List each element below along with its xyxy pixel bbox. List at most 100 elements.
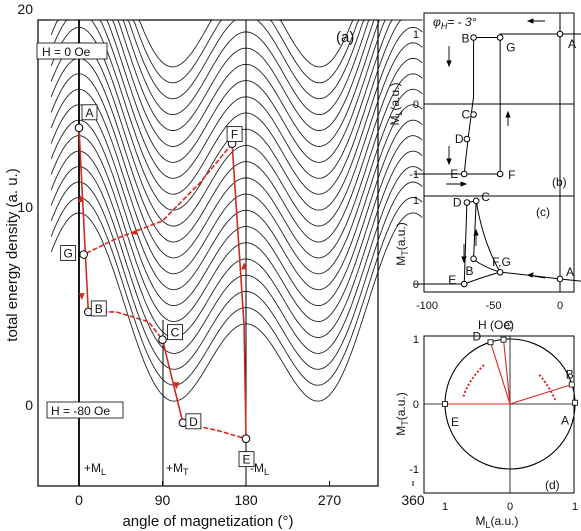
y-tick-labels-b: 1 0 -1 [409, 29, 419, 181]
d-point [568, 381, 575, 388]
y-tick: 10 [17, 199, 33, 215]
panel-c-tag: (c) [536, 205, 550, 219]
b-point-label: B [462, 32, 470, 46]
svg-text:+ML: +ML [84, 461, 106, 477]
rotation-arc [538, 374, 557, 402]
point-label-box [185, 413, 202, 430]
b-point-label: A [568, 37, 576, 51]
b-point-label: E [450, 167, 458, 181]
y-tick-c: 0 [413, 279, 419, 291]
magnetization-vector [489, 342, 511, 405]
c-point [472, 197, 480, 205]
y-tick-d: 1 [413, 334, 419, 346]
point-label-box [90, 300, 107, 317]
point-g [79, 250, 88, 259]
magnetization-vector [502, 339, 511, 405]
point-label-box [81, 104, 98, 121]
c-point [463, 199, 471, 206]
rotation-arc [462, 364, 485, 398]
x-tick: 180 [234, 492, 258, 508]
point-label: F [231, 128, 238, 142]
x-tick: 270 [318, 492, 342, 508]
circle-points: A B C D E [442, 319, 578, 429]
b-point-f [496, 170, 504, 178]
x-axis-label: angle of magnetization (°) [122, 513, 293, 530]
point-e [241, 434, 251, 443]
y-tick: 0 [25, 397, 33, 413]
path-arrow [78, 293, 85, 301]
point-label: E [242, 453, 250, 467]
y-tick-labels-d: 1 0 -1 [409, 334, 419, 476]
path-arrow [241, 262, 248, 270]
d-point-label: A [561, 414, 569, 428]
d-point-label: C [504, 319, 513, 333]
x-tick-d: 0 [507, 501, 513, 513]
field-arrows [446, 18, 545, 187]
path-arrow [77, 195, 84, 203]
panel-d: A B C D E (d) 1 0 -1 1 0 1 ML(a.u.) MT(a.u.) [394, 319, 578, 530]
d-point-label: B [566, 368, 574, 382]
c-point-label: E [448, 273, 456, 287]
switching-path [77, 127, 248, 440]
b-point-label: G [506, 41, 515, 55]
energy-curve [50, 197, 423, 386]
x-axis-label-c: H (Oe) [478, 318, 514, 332]
y-tick: 20 [17, 1, 33, 17]
y-tick-labels: 0 10 20 [17, 1, 33, 413]
point-label: A [85, 106, 93, 120]
y-tick-labels-c: 10 [413, 195, 419, 291]
d-point-label: D [473, 329, 482, 343]
b-point-g [496, 34, 504, 41]
energy-curve [50, 88, 423, 275]
point-c [158, 335, 167, 344]
energy-curve [50, 135, 423, 323]
path-arrow [173, 382, 180, 390]
energy-curve [50, 19, 423, 179]
point-label: C [171, 326, 180, 340]
c-point-label: A [566, 265, 574, 279]
x-tick-labels-d: 1 0 1 [442, 501, 578, 513]
c-point-label: D [453, 196, 462, 210]
energy-curve [51, 19, 423, 163]
b-point-label: C [462, 108, 471, 122]
bottom-field-label: H = -80 Oe [46, 401, 124, 419]
state-points: A G B C D E F [60, 104, 255, 468]
x-tick-labels: 0 90 180 270 360 [75, 481, 425, 508]
b-point-c [470, 111, 477, 118]
x-tick-labels-c: -100 -50 0 [416, 300, 563, 312]
energy-curve [50, 119, 423, 307]
energy-curve [50, 57, 423, 243]
y-tick-d: 0 [413, 399, 419, 411]
energy-curve [50, 150, 423, 338]
c-point-label: C [481, 190, 490, 204]
y-tick-b: 1 [413, 29, 419, 41]
point-label-box [238, 451, 255, 468]
path-segment [161, 339, 184, 423]
point-label: B [95, 302, 103, 316]
energy-curve [50, 42, 423, 227]
panel-b: A G B CD E F φH= - 3° (b) 1 0 -1 ML(a.u.) [388, 12, 581, 197]
path-segment [182, 422, 247, 440]
energy-curve [50, 166, 423, 354]
mt-points: A B C D E F,G [448, 190, 574, 288]
x-tick-c: 0 [557, 300, 563, 312]
axis-mark-ml-minus: -ML [250, 461, 269, 477]
energy-curves [50, 19, 423, 402]
panel-c-frame [423, 195, 575, 293]
panel-a-frame [37, 19, 379, 487]
point-a [74, 123, 84, 133]
x-tick: 0 [75, 492, 83, 508]
point-label-box [60, 245, 77, 261]
panel-d-tag: (d) [545, 478, 560, 492]
d-point [442, 401, 448, 407]
d-point [500, 336, 507, 343]
magnetization-vector [509, 383, 572, 405]
y-tick-d: -1 [409, 464, 419, 476]
c-point-label: F,G [492, 255, 511, 269]
y-axis-label-c: MT(a.u.) [394, 222, 410, 266]
path-segment [231, 143, 247, 439]
panel-d-frame [423, 335, 575, 494]
d-point-label: E [451, 415, 459, 429]
axis-mark-ml-plus: +ML [84, 461, 106, 477]
energy-curve [50, 19, 423, 195]
